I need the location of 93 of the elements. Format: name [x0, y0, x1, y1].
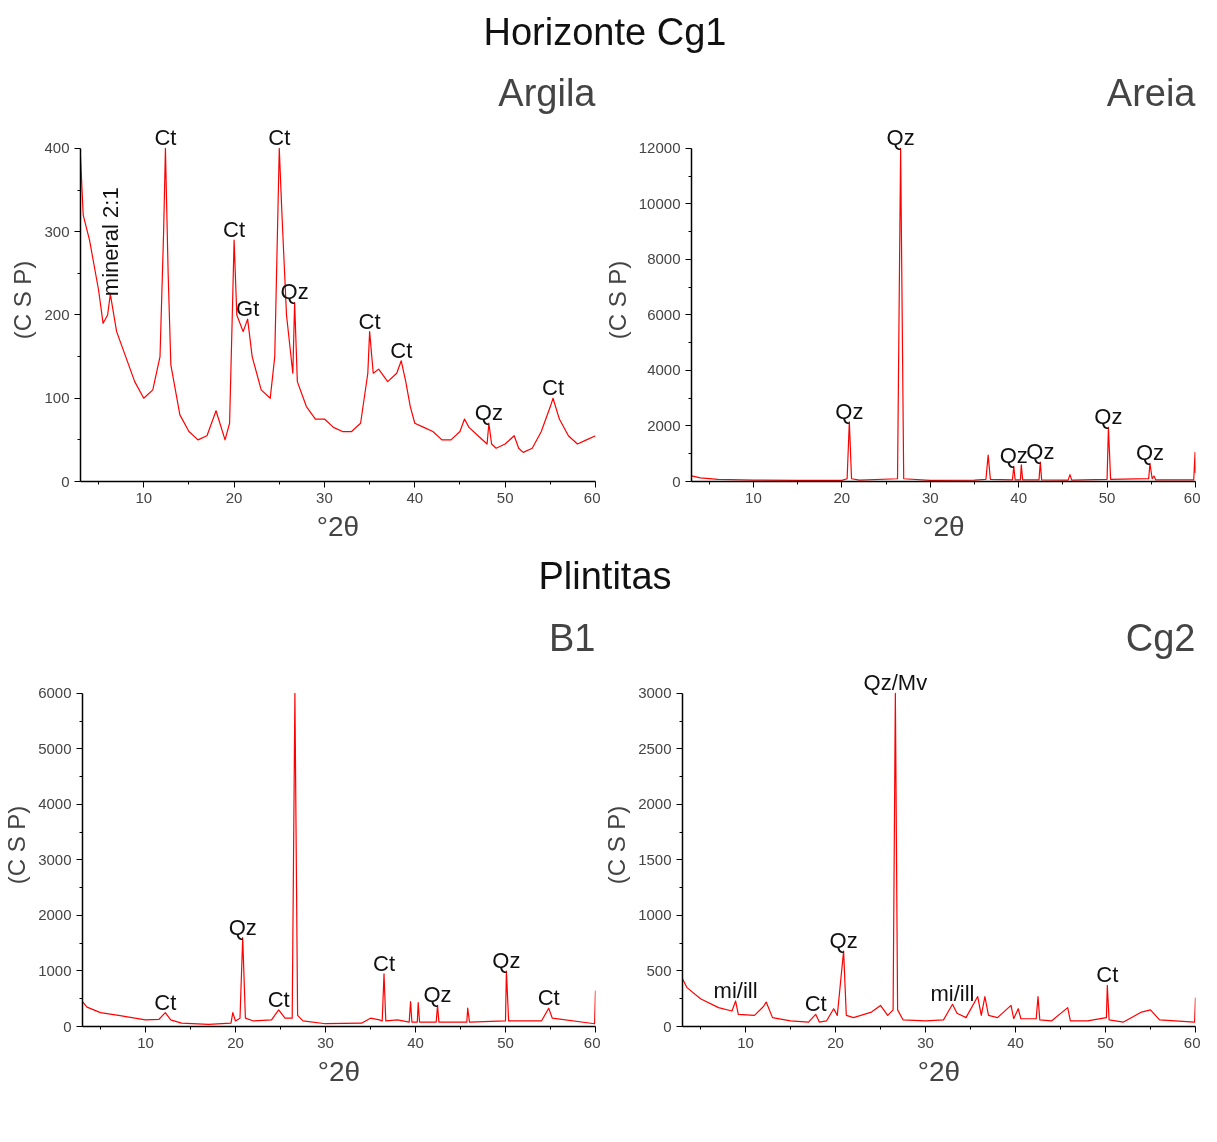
annotation: Ct — [390, 338, 413, 364]
x-tick-label: 40 — [406, 488, 424, 506]
y-tick-label: 10000 — [638, 195, 681, 213]
x-tick-label: 50 — [1097, 1033, 1114, 1051]
x-tick-label: 20 — [833, 488, 851, 506]
annotation: Qz — [492, 947, 521, 973]
annotation: Qz/Mv — [863, 670, 928, 696]
annotation: Ct — [373, 950, 395, 976]
annotation: Qz — [829, 927, 858, 953]
x-tick-label: 60 — [1183, 1033, 1201, 1051]
annotation: Qz — [474, 400, 503, 426]
annotation: Ct — [804, 990, 827, 1016]
y-tick-label: 0 — [61, 472, 70, 490]
annotation: mineral 2:1 — [97, 187, 123, 297]
y-tick-label: 6000 — [647, 306, 681, 324]
y-axis-title: (C S P) — [603, 260, 631, 340]
x-axis-title: °2θ — [917, 1055, 961, 1087]
x-tick-label: 50 — [1098, 488, 1116, 506]
y-tick-label: 0 — [63, 1017, 72, 1035]
annotation: Qz — [835, 399, 864, 425]
x-tick-label: 30 — [921, 488, 939, 506]
x-tick-label: 30 — [317, 1033, 334, 1051]
x-tick-label: 20 — [225, 488, 243, 506]
x-tick-label: 40 — [1007, 1033, 1024, 1051]
annotation: mi/ill — [713, 977, 758, 1003]
annotation: mi/ill — [930, 980, 975, 1006]
x-tick-label: 20 — [227, 1033, 244, 1051]
x-tick-label: 60 — [1183, 488, 1201, 506]
y-tick-label: 4000 — [647, 361, 681, 379]
y-tick-label: 2000 — [38, 906, 72, 924]
y-tick-label: 1500 — [638, 850, 672, 868]
y-axis-title: (C S P) — [3, 805, 31, 884]
x-axis-title: °2θ — [316, 510, 360, 542]
annotation: Ct — [358, 308, 381, 334]
line-series — [80, 148, 596, 454]
x-tick-label: 10 — [137, 1033, 154, 1051]
chart-title: B1 — [549, 616, 596, 659]
annotation: Ct — [154, 989, 177, 1015]
y-tick-label: 100 — [44, 389, 70, 407]
x-tick-label: 60 — [583, 1033, 601, 1051]
y-tick-label: 2000 — [647, 417, 681, 435]
x-tick-label: 50 — [496, 488, 514, 506]
x-tick-label: 40 — [1010, 488, 1027, 506]
y-tick-label: 12000 — [638, 139, 681, 157]
y-tick-label: 5000 — [38, 739, 72, 757]
y-tick-label: 8000 — [647, 250, 681, 268]
chart-title: Cg2 — [1125, 616, 1196, 659]
y-tick-label: 6000 — [38, 684, 72, 702]
x-tick-label: 10 — [135, 488, 153, 506]
y-tick-label: 500 — [646, 961, 672, 979]
y-tick-label: 4000 — [38, 795, 72, 813]
x-axis-title: °2θ — [317, 1055, 361, 1087]
x-tick-label: 10 — [737, 1033, 754, 1051]
annotation: Qz — [1094, 404, 1123, 430]
y-tick-label: 3000 — [638, 684, 672, 702]
x-tick-label: 40 — [407, 1033, 424, 1051]
y-tick-label: 1000 — [638, 906, 672, 924]
annotation: Ct — [267, 986, 290, 1012]
annotation: Ct — [1096, 961, 1119, 987]
annotation: Qz — [1026, 439, 1055, 465]
text: Horizonte Cg1 — [483, 10, 727, 55]
x-tick-label: 20 — [827, 1033, 844, 1051]
x-axis-title: °2θ — [922, 510, 965, 542]
annotation: Gt — [236, 296, 260, 322]
annotation: Ct — [154, 125, 177, 151]
annotation: Ct — [537, 984, 560, 1010]
y-tick-label: 200 — [44, 306, 70, 324]
y-tick-label: 400 — [44, 139, 70, 157]
y-tick-label: 2500 — [638, 739, 672, 757]
x-tick-label: 10 — [745, 488, 762, 506]
annotation: Qz — [423, 981, 452, 1007]
annotation: Ct — [542, 375, 565, 401]
y-tick-label: 300 — [44, 223, 70, 241]
annotation: Qz — [886, 125, 915, 151]
annotation: Qz — [999, 443, 1028, 469]
chart-title: Argila — [498, 71, 597, 114]
annotation: Ct — [268, 125, 291, 151]
x-tick-label: 50 — [497, 1033, 514, 1051]
x-tick-label: 30 — [917, 1033, 934, 1051]
y-tick-label: 0 — [672, 472, 681, 490]
x-tick-label: 30 — [316, 488, 333, 506]
y-tick-label: 1000 — [38, 961, 72, 979]
y-tick-label: 3000 — [38, 850, 72, 868]
y-axis-title: (C S P) — [603, 805, 631, 884]
chart-title: Areia — [1106, 71, 1197, 114]
y-tick-label: 2000 — [638, 795, 672, 813]
y-axis-title: (C S P) — [9, 260, 37, 340]
annotation: Ct — [223, 217, 246, 243]
annotation: Qz — [228, 914, 257, 940]
annotation: Qz — [1135, 440, 1165, 466]
x-tick-label: 60 — [583, 488, 601, 506]
y-tick-label: 0 — [663, 1017, 672, 1035]
text: Plintitas — [538, 554, 672, 600]
